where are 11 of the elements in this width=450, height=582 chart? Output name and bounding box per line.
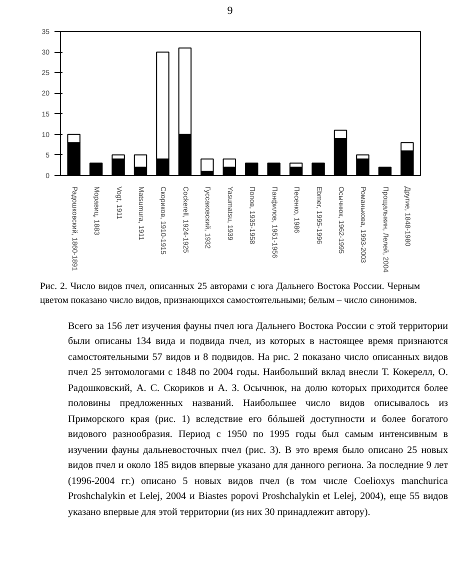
bar [89,162,103,176]
bar [200,158,214,172]
bar [378,166,392,176]
bar [356,158,370,176]
text: Рис. 2. Число видов пчел, описанных 25 авторами с юга Дальнего Востока России. Черным цветом показано число видов, признающихся самостоятельными; белым – число синонимов. [40,280,420,308]
text: Всего за 156 лет изучения фауны пчел юга Дальнего Востока России с этой территории были описаны 134 вида и подвида пчел, из которых в настоящее время признаются самостоятельными 57 видов и 8 подвидов. На рис. 2 показано число описанных видов пчел 25 энтомологами с 1848 по 2004 годы. Наибольший вклад внесли Т. Кокерелл, О. Радошковский, А. С. Скориков и А. З. Осычнюк, на долю которых приходится более половины предложенных названий. Наибольшее число видов описывалось из Приморского края (рис. 1) вследствие его бóльшей доступности и более богатого видового разнообразия. Период с 1950 по 1995 годы был самым интенсивным в изучении фауны дальневосточных пчел (рис. 3). В это время было описано 25 новых видов пчел и около 185 видов впервые указано для данного региона. За последние 9 лет (1996-2004 гг.) описано 5 новых видов пчел (в том числе Coelioxys manchurica Proshchalykin et Lelej, 2004 и Biastes popovi Proshchalykin et Lelej, 2004), еще 55 видов указано впервые для этой территории (из них 30 принадлежит автору). [68,320,448,518]
bar [312,162,325,176]
bar [245,162,258,176]
bar [267,162,280,176]
text: 9 [227,4,233,19]
bar [112,158,125,176]
